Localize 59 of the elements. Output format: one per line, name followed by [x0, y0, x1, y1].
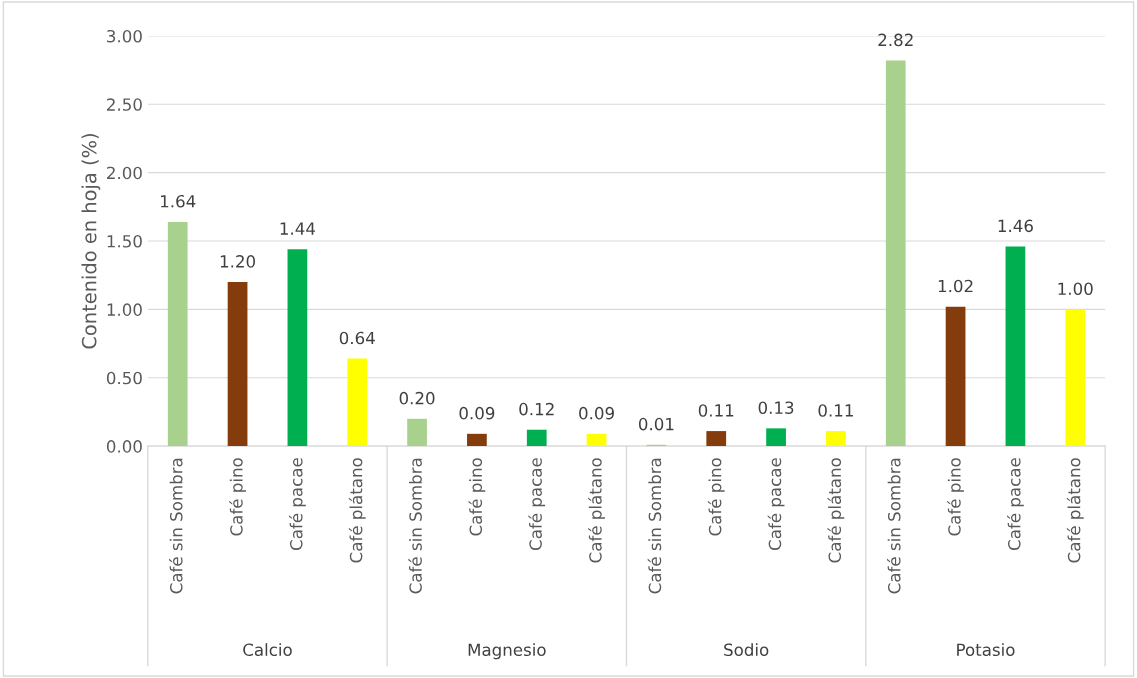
bar: [1005, 246, 1026, 447]
bar: [945, 306, 966, 447]
data-label: 0.13: [758, 401, 794, 415]
bar: [586, 433, 607, 447]
y-axis-title: Contenido en hoja (%): [81, 134, 101, 349]
x-tick-label: Café sin Sombra: [887, 458, 901, 594]
x-tick-label: Café plátano: [588, 458, 605, 563]
x-tick-label: Café sin Sombra: [647, 458, 662, 594]
data-label: 0.64: [339, 331, 375, 345]
bar: [347, 358, 368, 447]
y-tick-label: 2.50: [107, 98, 142, 111]
text: Magnesio: [468, 643, 546, 660]
y-tick-label: 3.00: [107, 29, 142, 43]
text: Potasio: [957, 643, 1015, 657]
data-label: 0.09: [579, 406, 614, 420]
bar: [287, 249, 308, 447]
x-tick-label: Café plátano: [348, 458, 366, 563]
bar: [826, 431, 846, 447]
data-label: 2.82: [878, 33, 913, 47]
data-label: 0.11: [698, 404, 734, 417]
x-tick-label: Café pino: [707, 458, 725, 536]
y-tick-label: 0.50: [106, 371, 142, 385]
x-tick-label: Café plátano: [1066, 458, 1084, 563]
x-tick-label: Café pacae: [528, 458, 546, 550]
x-tick-label: Café plátano: [827, 458, 845, 563]
bar: [167, 221, 188, 447]
x-tick-label: Café pino: [229, 458, 246, 536]
y-tick-label: 1.00: [107, 303, 142, 316]
data-label: 0.12: [519, 402, 554, 416]
x-tick-label: Café pacae: [767, 458, 785, 550]
text: Calcio: [243, 643, 292, 657]
data-label: 0.11: [818, 404, 853, 417]
bar: [766, 428, 786, 447]
y-tick-label: 0.00: [106, 440, 142, 453]
bar: [526, 429, 547, 447]
data-label: 1.64: [161, 194, 196, 208]
y-tick-label: 2.00: [107, 166, 142, 180]
data-label: 1.46: [998, 219, 1033, 233]
data-label: 1.00: [1058, 282, 1093, 296]
x-tick-label: Café sin Sombra: [169, 458, 183, 594]
data-label: 1.02: [938, 279, 973, 293]
x-tick-label: Café pacae: [289, 458, 306, 550]
data-label: 0.01: [638, 417, 674, 431]
bar: [407, 418, 427, 447]
data-label: 0.20: [399, 391, 435, 405]
text: Sodio: [724, 643, 769, 657]
x-tick-label: Café pacae: [1007, 458, 1024, 550]
data-label: 1.20: [220, 255, 256, 268]
y-tick-label: 1.50: [107, 234, 142, 248]
x-tick-label: Café pino: [947, 458, 964, 536]
bar: [467, 433, 487, 447]
bar: [706, 431, 727, 447]
x-tick-label: Café pino: [468, 458, 486, 536]
bar: [227, 282, 248, 447]
bar: [885, 60, 906, 447]
x-tick-label: Café sin Sombra: [408, 458, 422, 594]
data-label: 1.44: [280, 222, 316, 235]
data-label: 0.09: [459, 406, 495, 420]
bar: [1065, 309, 1086, 447]
